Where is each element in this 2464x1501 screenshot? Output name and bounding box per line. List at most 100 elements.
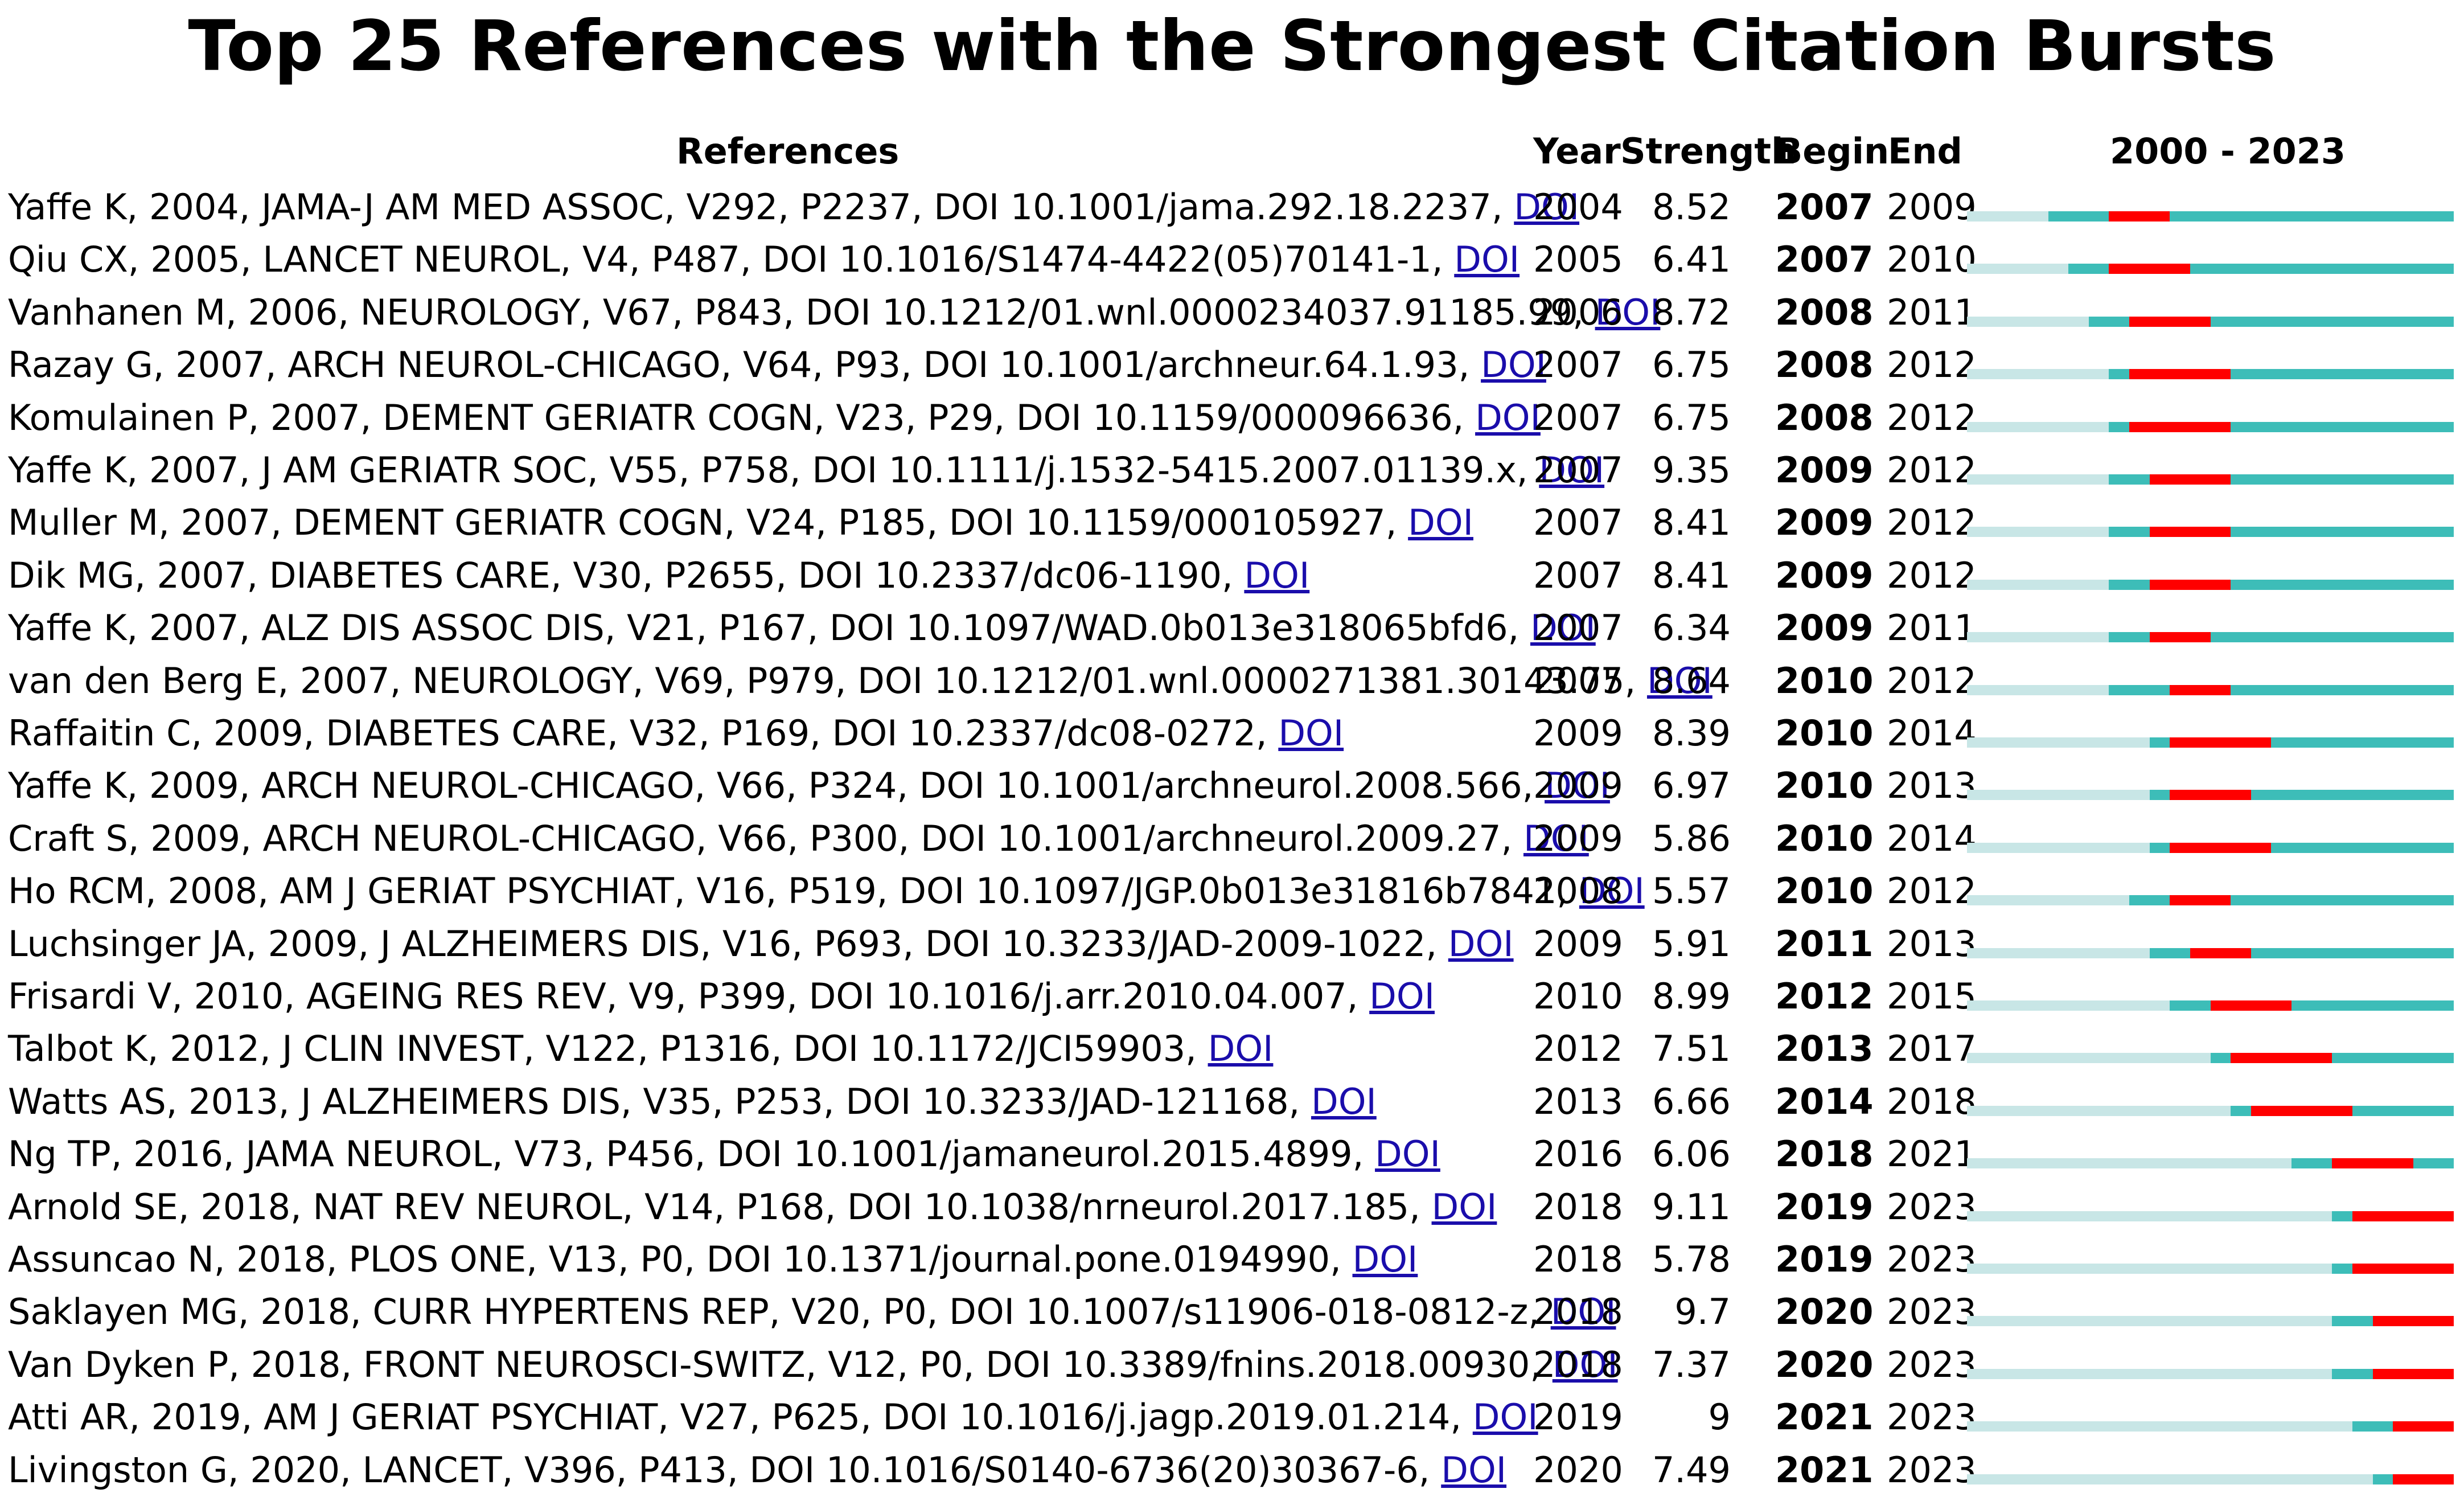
burst-begin: 2010 xyxy=(1775,659,1874,702)
doi-link[interactable]: DOI xyxy=(1579,870,1645,912)
reference-citation: Ho RCM, 2008, AM J GERIAT PSYCHIAT, V16,… xyxy=(8,870,1579,912)
burst-end: 2014 xyxy=(1887,817,1977,859)
timeline-pre-publication-bar xyxy=(1967,1316,2332,1327)
doi-link[interactable]: DOI xyxy=(1441,1449,1507,1491)
burst-strength: 7.37 xyxy=(1652,1343,1731,1385)
reference-text: Assuncao N, 2018, PLOS ONE, V13, P0, DOI… xyxy=(8,1233,1418,1286)
reference-citation: Yaffe K, 2009, ARCH NEUROL-CHICAGO, V66,… xyxy=(8,765,1545,807)
table-row: Qiu CX, 2005, LANCET NEUROL, V4, P487, D… xyxy=(0,233,2464,286)
burst-begin: 2019 xyxy=(1775,1186,1874,1228)
burst-strength: 7.51 xyxy=(1652,1028,1731,1070)
doi-link[interactable]: DOI xyxy=(1539,449,1605,491)
timeline-burst-bar xyxy=(2352,1211,2454,1221)
burst-end: 2012 xyxy=(1887,502,1977,544)
table-row: Livingston G, 2020, LANCET, V396, P413, … xyxy=(0,1444,2464,1496)
publication-year: 2020 xyxy=(1533,1449,1623,1491)
burst-begin: 2010 xyxy=(1775,817,1874,859)
burst-timeline xyxy=(1967,1391,2454,1443)
doi-link[interactable]: DOI xyxy=(1550,1291,1616,1333)
doi-link[interactable]: DOI xyxy=(1369,975,1435,1017)
publication-year: 2007 xyxy=(1533,344,1623,386)
reference-text: Yaffe K, 2009, ARCH NEUROL-CHICAGO, V66,… xyxy=(8,760,1610,812)
doi-link[interactable]: DOI xyxy=(1514,186,1580,228)
burst-strength: 8.72 xyxy=(1652,291,1731,333)
publication-year: 2018 xyxy=(1533,1343,1623,1385)
burst-end: 2012 xyxy=(1887,396,1977,438)
burst-begin: 2010 xyxy=(1775,870,1874,912)
burst-end: 2023 xyxy=(1887,1291,1977,1333)
publication-year: 2007 xyxy=(1533,502,1623,544)
burst-end: 2012 xyxy=(1887,554,1977,596)
publication-year: 2018 xyxy=(1533,1238,1623,1280)
burst-begin: 2019 xyxy=(1775,1238,1874,1280)
table-row: Van Dyken P, 2018, FRONT NEUROSCI-SWITZ,… xyxy=(0,1339,2464,1391)
burst-begin: 2009 xyxy=(1775,502,1874,544)
burst-begin: 2018 xyxy=(1775,1133,1874,1175)
burst-end: 2023 xyxy=(1887,1343,1977,1385)
timeline-burst-bar xyxy=(2393,1474,2454,1484)
reference-citation: Yaffe K, 2007, ALZ DIS ASSOC DIS, V21, P… xyxy=(8,607,1530,649)
timeline-burst-bar xyxy=(2129,316,2211,327)
chart-title: Top 25 References with the Strongest Cit… xyxy=(188,6,2276,87)
reference-text: Ng TP, 2016, JAMA NEUROL, V73, P456, DOI… xyxy=(8,1128,1440,1180)
timeline-burst-bar xyxy=(2109,264,2190,274)
doi-link[interactable]: DOI xyxy=(1523,817,1589,859)
burst-strength: 8.64 xyxy=(1652,659,1731,702)
reference-citation: Raffaitin C, 2009, DIABETES CARE, V32, P… xyxy=(8,712,1279,754)
publication-year: 2008 xyxy=(1533,870,1623,912)
table-row: Dik MG, 2007, DIABETES CARE, V30, P2655,… xyxy=(0,549,2464,602)
header-begin: Begin xyxy=(1776,130,1890,172)
doi-link[interactable]: DOI xyxy=(1472,1396,1538,1438)
burst-strength: 6.41 xyxy=(1652,239,1731,281)
timeline-pre-publication-bar xyxy=(1967,421,2109,432)
burst-end: 2011 xyxy=(1887,291,1977,333)
doi-link[interactable]: DOI xyxy=(1352,1238,1418,1280)
burst-strength: 6.34 xyxy=(1652,607,1731,649)
burst-begin: 2012 xyxy=(1775,975,1874,1017)
publication-year: 2019 xyxy=(1533,1396,1623,1438)
timeline-pre-publication-bar xyxy=(1967,895,2129,906)
header-timeline-range: 2000 - 2023 xyxy=(2110,130,2346,172)
doi-link[interactable]: DOI xyxy=(1278,712,1344,754)
doi-link[interactable]: DOI xyxy=(1454,239,1520,281)
burst-timeline xyxy=(1967,392,2454,444)
table-row: Assuncao N, 2018, PLOS ONE, V13, P0, DOI… xyxy=(0,1233,2464,1286)
doi-link[interactable]: DOI xyxy=(1311,1080,1377,1122)
doi-link[interactable]: DOI xyxy=(1244,554,1310,596)
timeline-pre-publication-bar xyxy=(1967,579,2109,590)
doi-link[interactable]: DOI xyxy=(1208,1028,1274,1070)
publication-year: 2007 xyxy=(1533,659,1623,702)
timeline-pre-publication-bar xyxy=(1967,527,2109,538)
reference-citation: Razay G, 2007, ARCH NEUROL-CHICAGO, V64,… xyxy=(8,344,1481,386)
timeline-pre-publication-bar xyxy=(1967,316,2089,327)
doi-link[interactable]: DOI xyxy=(1552,1343,1618,1385)
timeline-pre-publication-bar xyxy=(1967,684,2109,695)
doi-link[interactable]: DOI xyxy=(1475,396,1541,438)
doi-link[interactable]: DOI xyxy=(1646,659,1713,702)
table-row: Craft S, 2009, ARCH NEUROL-CHICAGO, V66,… xyxy=(0,813,2464,865)
burst-begin: 2009 xyxy=(1775,607,1874,649)
doi-link[interactable]: DOI xyxy=(1408,502,1473,544)
reference-text: Komulainen P, 2007, DEMENT GERIATR COGN,… xyxy=(8,392,1541,444)
doi-link[interactable]: DOI xyxy=(1448,922,1514,965)
burst-timeline xyxy=(1967,655,2454,707)
burst-end: 2011 xyxy=(1887,607,1977,649)
burst-end: 2023 xyxy=(1887,1186,1977,1228)
table-row: Razay G, 2007, ARCH NEUROL-CHICAGO, V64,… xyxy=(0,339,2464,391)
doi-link[interactable]: DOI xyxy=(1431,1186,1497,1228)
doi-link[interactable]: DOI xyxy=(1481,344,1546,386)
timeline-pre-publication-bar xyxy=(1967,1368,2332,1379)
burst-timeline xyxy=(1967,1339,2454,1391)
burst-begin: 2020 xyxy=(1775,1291,1874,1333)
burst-end: 2023 xyxy=(1887,1449,1977,1491)
burst-strength: 9.35 xyxy=(1652,449,1731,491)
doi-link[interactable]: DOI xyxy=(1530,607,1596,649)
reference-citation: Craft S, 2009, ARCH NEUROL-CHICAGO, V66,… xyxy=(8,817,1523,859)
doi-link[interactable]: DOI xyxy=(1375,1133,1440,1175)
burst-end: 2012 xyxy=(1887,870,1977,912)
burst-timeline xyxy=(1967,865,2454,917)
timeline-pre-publication-bar xyxy=(1967,1421,2352,1432)
doi-link[interactable]: DOI xyxy=(1545,765,1610,807)
doi-link[interactable]: DOI xyxy=(1595,291,1661,333)
header-references: References xyxy=(676,130,900,172)
